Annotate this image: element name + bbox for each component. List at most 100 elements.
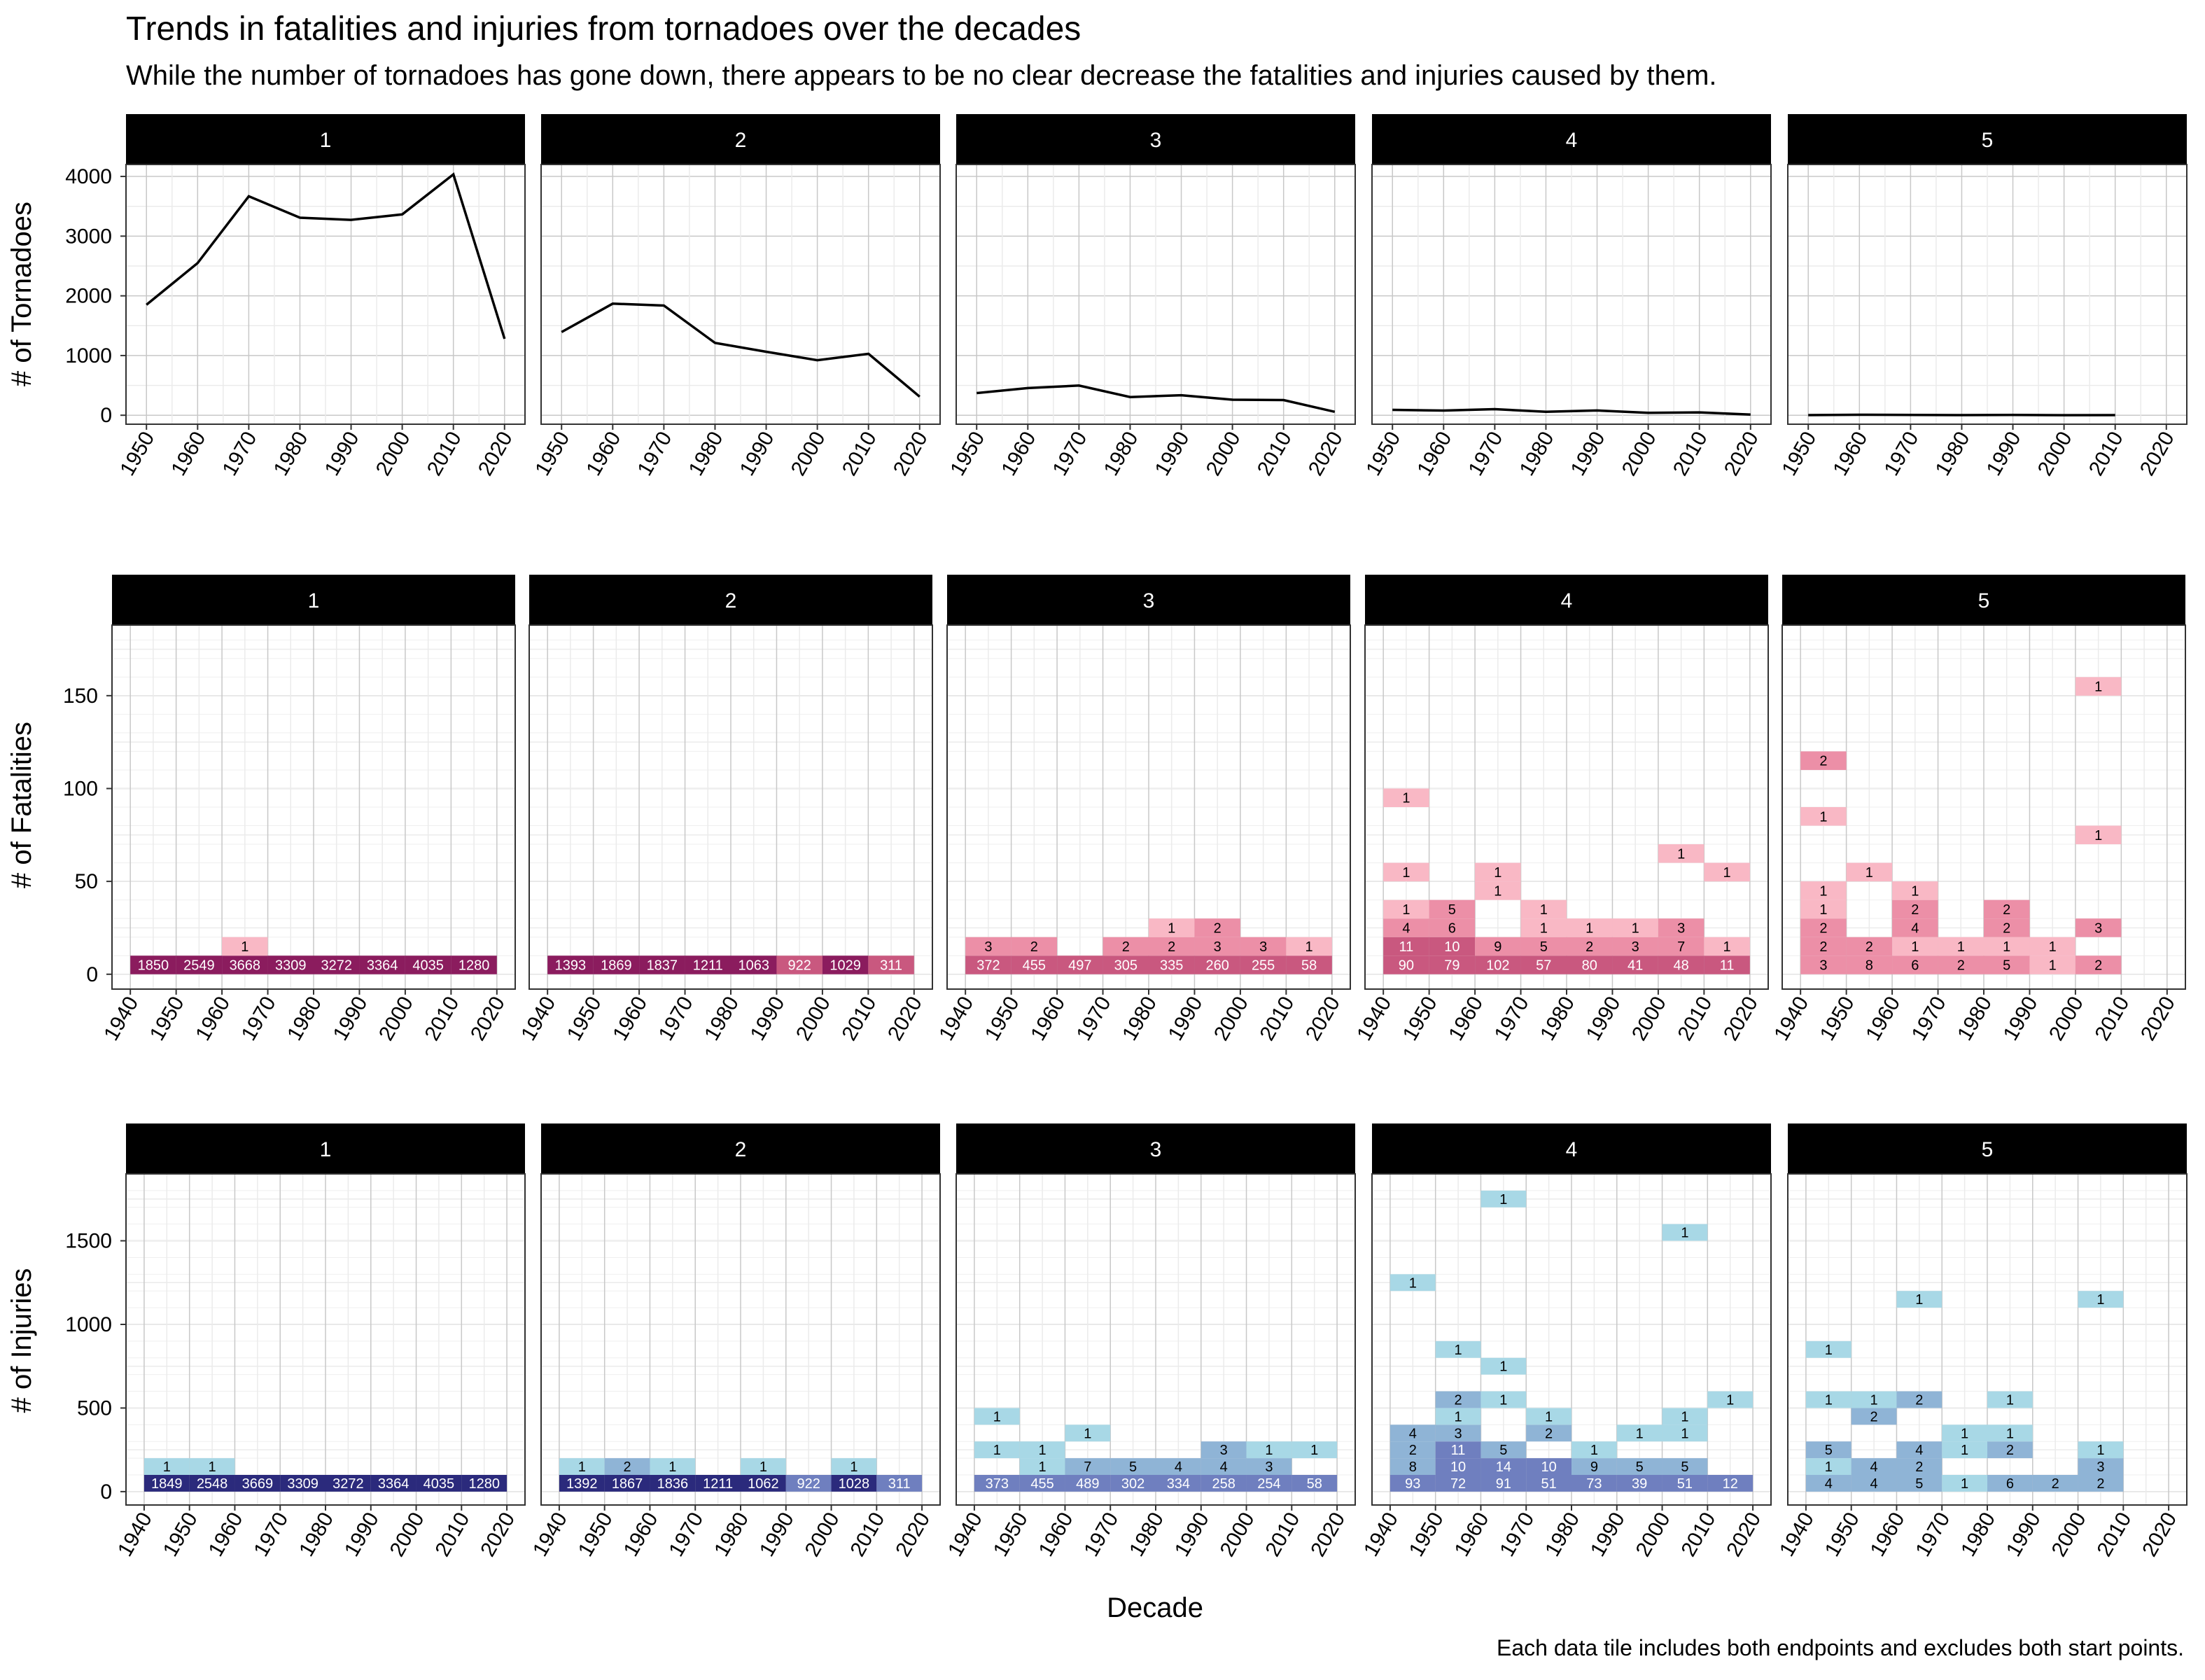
data-tile bbox=[1520, 955, 1567, 974]
facet-panel-4: 4 1950 1960 1970 1980 1990 2000 2010 2020 bbox=[1362, 114, 1772, 479]
data-tile bbox=[1194, 955, 1240, 974]
data-tile bbox=[1942, 1441, 1987, 1459]
x-tick-label: 2010 bbox=[1253, 428, 1296, 479]
tile-label: 1 bbox=[850, 1460, 858, 1475]
x-tick-label: 1960 bbox=[582, 428, 625, 479]
tile-label: 3272 bbox=[321, 958, 352, 974]
x-tick-label: 1970 bbox=[249, 1508, 293, 1560]
data-tile bbox=[1662, 1458, 1708, 1475]
facet-strip bbox=[956, 1124, 1355, 1174]
tile-label: 1 bbox=[1723, 939, 1731, 955]
tile-label: 2 bbox=[2003, 920, 2010, 936]
tile-label: 1 bbox=[1402, 865, 1410, 881]
data-tile bbox=[1942, 1475, 1987, 1492]
x-tick-label: 1960 bbox=[191, 993, 234, 1044]
tile-label: 2 bbox=[2006, 1443, 2014, 1458]
tile-label: 1 bbox=[1677, 846, 1685, 862]
data-tile bbox=[1480, 1458, 1527, 1475]
x-tick-label: 1980 bbox=[1931, 428, 1975, 479]
data-tile bbox=[1800, 807, 1847, 826]
tile-label: 260 bbox=[1205, 958, 1228, 974]
facet-strip-label: 1 bbox=[320, 1138, 332, 1161]
x-tick-label: 1970 bbox=[1495, 1508, 1539, 1560]
data-tile bbox=[974, 1408, 1020, 1425]
y-tick-label: 1500 bbox=[65, 1230, 112, 1253]
data-tile bbox=[547, 955, 594, 974]
tile-label: 1 bbox=[993, 1443, 1001, 1458]
x-tick-label: 1990 bbox=[1586, 1508, 1630, 1560]
x-tick-label: 2020 bbox=[476, 1508, 519, 1560]
tile-label: 4 bbox=[1911, 920, 1919, 936]
tile-label: 311 bbox=[888, 1476, 911, 1492]
data-tile bbox=[741, 1458, 786, 1475]
tile-label: 9 bbox=[1590, 1460, 1598, 1475]
tile-label: 3668 bbox=[230, 958, 261, 974]
tile-label: 1 bbox=[1540, 920, 1548, 936]
facet-strip bbox=[541, 114, 940, 164]
data-tile bbox=[1520, 937, 1567, 956]
x-tick-label: 1950 bbox=[1405, 1508, 1448, 1560]
tile-label: 258 bbox=[1212, 1476, 1235, 1492]
facet-strip bbox=[126, 1124, 525, 1174]
data-tile bbox=[1383, 937, 1429, 956]
tile-label: 455 bbox=[1023, 958, 1046, 974]
data-tile bbox=[1390, 1458, 1436, 1475]
data-tile bbox=[1987, 1475, 2033, 1492]
data-tile bbox=[1658, 937, 1704, 956]
x-tick-label: 2010 bbox=[2090, 993, 2134, 1044]
x-tick-label: 2000 bbox=[2047, 1508, 2091, 1560]
tile-label: 10 bbox=[1444, 939, 1460, 955]
data-tile bbox=[1658, 918, 1704, 937]
tile-label: 1 bbox=[1409, 1275, 1417, 1291]
facet-strip-label: 4 bbox=[1566, 129, 1578, 152]
data-tile bbox=[1987, 1441, 2033, 1459]
data-tile bbox=[1984, 918, 2030, 937]
data-tile bbox=[405, 955, 451, 974]
x-tick-label: 2000 bbox=[1618, 428, 1661, 479]
data-tile bbox=[776, 955, 822, 974]
data-tile bbox=[1846, 955, 1893, 974]
x-tick-label: 1950 bbox=[946, 428, 989, 479]
x-tick-label: 2010 bbox=[1669, 428, 1712, 479]
facet-panel-1: 1 1950 1960 1970 1980 1990 2000 2010 2020 bbox=[115, 114, 526, 479]
tile-label: 8 bbox=[1409, 1460, 1417, 1475]
tile-label: 1 bbox=[1819, 883, 1827, 899]
x-tick-label: 2000 bbox=[1632, 1508, 1675, 1560]
tile-label: 3 bbox=[1265, 1460, 1273, 1475]
data-tile bbox=[2032, 1475, 2078, 1492]
x-tick-label: 1960 bbox=[1035, 1508, 1078, 1560]
data-tile bbox=[1149, 937, 1195, 956]
tile-label: 4035 bbox=[412, 958, 444, 974]
tile-label: 2 bbox=[2052, 1476, 2059, 1492]
x-tick-label: 2020 bbox=[466, 993, 510, 1044]
tile-label: 1 bbox=[1870, 1393, 1878, 1408]
tile-label: 1 bbox=[2094, 828, 2102, 844]
data-tile bbox=[974, 1441, 1020, 1459]
data-tile bbox=[1805, 1458, 1851, 1475]
x-tick-label: 1980 bbox=[1536, 993, 1579, 1044]
tile-label: 3 bbox=[984, 939, 992, 955]
data-tile bbox=[451, 955, 497, 974]
data-tile bbox=[1292, 1441, 1338, 1459]
tile-label: 4035 bbox=[424, 1476, 455, 1492]
data-tile bbox=[1390, 1475, 1436, 1492]
data-tile bbox=[267, 955, 314, 974]
tile-label: 4 bbox=[1870, 1460, 1878, 1475]
x-tick-label: 1960 bbox=[1444, 993, 1488, 1044]
tile-label: 1850 bbox=[138, 958, 169, 974]
data-tile bbox=[1938, 937, 1984, 956]
x-tick-label: 2010 bbox=[2085, 428, 2128, 479]
tile-label: 2 bbox=[2096, 1476, 2104, 1492]
data-tile bbox=[1429, 955, 1476, 974]
tile-label: 39 bbox=[1632, 1476, 1647, 1492]
facet-strip-label: 5 bbox=[1978, 589, 1990, 612]
tile-label: 58 bbox=[1307, 1476, 1322, 1492]
data-tile bbox=[234, 1475, 281, 1492]
data-tile bbox=[1658, 844, 1704, 863]
tile-label: 1 bbox=[241, 939, 248, 955]
data-tile bbox=[731, 955, 777, 974]
tile-label: 1 bbox=[1084, 1426, 1091, 1441]
data-tile bbox=[1383, 899, 1429, 919]
